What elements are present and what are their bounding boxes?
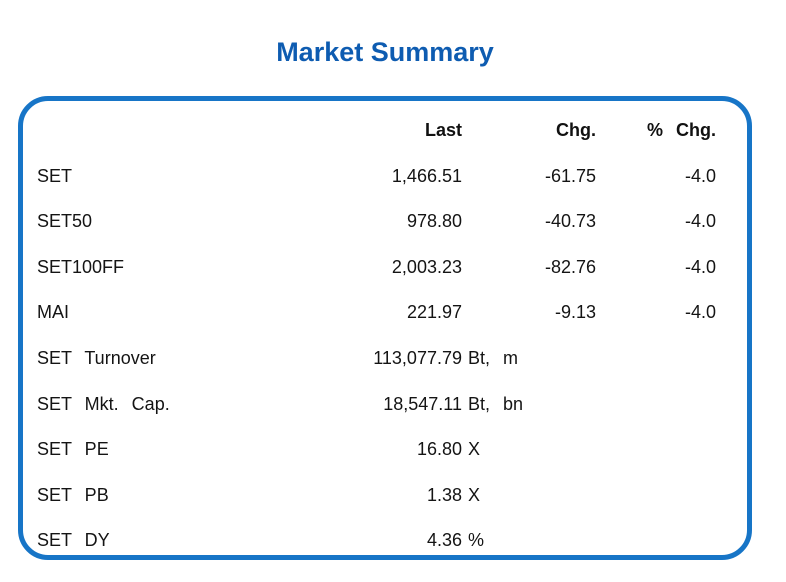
- column-header-pct-chg: % Chg.: [647, 120, 716, 141]
- table-row: MAI 221.97 -9.13 -4.0: [23, 290, 747, 336]
- unit-label: %: [468, 530, 485, 551]
- chg-value: -82.76: [544, 256, 596, 277]
- last-value: 113,077.79: [373, 348, 462, 368]
- last-value: 1,466.51: [391, 165, 462, 186]
- unit-label: X: [468, 439, 481, 460]
- row-label: SET PB: [37, 484, 109, 505]
- row-label: SET100FF: [37, 256, 125, 277]
- pct-chg-value: -4.0: [684, 256, 716, 277]
- table-row: SET Mkt. Cap. 18,547.11 Bt, bn: [23, 381, 747, 427]
- chg-value: -40.73: [544, 211, 596, 232]
- pct-chg-value: -4.0: [684, 211, 716, 232]
- last-value: 978.80: [406, 211, 462, 232]
- table-body: SET 1,466.51 -61.75 -4.0 SET50 978.80 -4…: [23, 154, 747, 555]
- pct-chg-value: -4.0: [684, 302, 716, 323]
- unit-label: Bt, m: [468, 348, 519, 368]
- last-value: 1.38: [426, 484, 462, 505]
- chg-value: -9.13: [554, 302, 596, 323]
- last-value: 16.80: [416, 439, 462, 460]
- last-value: 2,003.23: [391, 256, 462, 277]
- unit-label: X: [468, 484, 481, 505]
- last-value: 4.36: [426, 530, 462, 551]
- row-label: SET: [37, 165, 73, 186]
- last-value: 18,547.11: [383, 393, 462, 414]
- row-label: SET Turnover: [37, 348, 156, 368]
- column-header-chg: Chg.: [556, 120, 596, 141]
- table-row: SET50 978.80 -40.73 -4.0: [23, 199, 747, 245]
- page-title: Market Summary: [276, 37, 494, 67]
- row-label: SET PE: [37, 439, 109, 460]
- chg-value: -61.75: [544, 165, 596, 186]
- last-value: 221.97: [406, 302, 462, 323]
- table-row: SET PB 1.38 X: [23, 472, 747, 518]
- row-label: SET Mkt. Cap.: [37, 393, 170, 414]
- pct-chg-value: -4.0: [684, 165, 716, 186]
- table-row: SET 1,466.51 -61.75 -4.0: [23, 154, 747, 200]
- market-summary-panel: Last Chg. % Chg. SET 1,466.51 -61.75 -4.…: [18, 96, 752, 560]
- table-row: SET PE 16.80 X: [23, 427, 747, 473]
- unit-label: Bt, bn: [468, 393, 524, 414]
- table-row: SET100FF 2,003.23 -82.76 -4.0: [23, 245, 747, 291]
- table-row: SET Turnover 113,077.79 Bt, m: [23, 336, 747, 382]
- table-row: SET DY 4.36 %: [23, 518, 747, 555]
- row-label: SET50: [37, 211, 93, 232]
- row-label: SET DY: [37, 530, 110, 551]
- table-header-row: Last Chg. % Chg.: [23, 108, 747, 154]
- column-header-last: Last: [424, 120, 462, 141]
- row-label: MAI: [37, 302, 70, 323]
